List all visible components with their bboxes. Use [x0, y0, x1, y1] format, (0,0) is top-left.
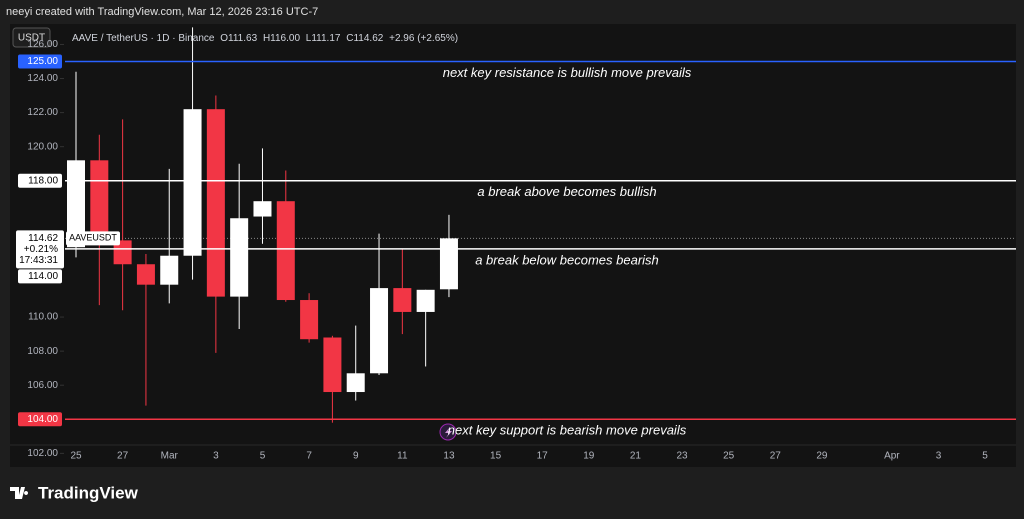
currency-box[interactable]: [12, 27, 51, 48]
level-label: 118.00: [28, 175, 58, 186]
level-annotation: a break below becomes bearish: [475, 252, 659, 267]
x-tick-label: 9: [353, 451, 359, 462]
x-tick-label: 25: [70, 451, 82, 462]
candle-body: [136, 264, 155, 285]
y-tick-label: 124.00: [27, 73, 58, 84]
ticker-tag: [66, 231, 120, 246]
ticker: AAVEUSDT: [69, 233, 117, 243]
brand: TradingView: [38, 483, 139, 502]
candle-body: [160, 255, 179, 285]
x-tick-label: 13: [443, 451, 455, 462]
y-tick-label: 106.00: [27, 380, 58, 391]
legend-open: O111.63: [220, 33, 257, 44]
candle-body: [416, 289, 435, 312]
level-label-box: [18, 54, 62, 69]
last-price-box: [16, 230, 64, 269]
y-tick-label: 110.00: [28, 312, 58, 323]
candle-body: [439, 238, 458, 290]
candle-body: [113, 240, 132, 265]
legend: AAVE / TetherUS · 1D · Binance O111.63 H…: [72, 33, 458, 44]
candle-body: [183, 109, 202, 256]
level-label: 114.00: [28, 271, 58, 282]
legend-low: L111.17: [306, 33, 341, 44]
x-tick-label: Apr: [884, 451, 900, 462]
chart-panel: [10, 24, 1016, 467]
countdown: 17:43:31: [19, 255, 58, 266]
candle-body: [370, 288, 389, 374]
header: neeyi created with TradingView.com, Mar …: [6, 6, 318, 18]
x-tick-label: Mar: [161, 451, 179, 462]
level-label: 125.00: [27, 56, 58, 67]
x-tick-label: 7: [306, 451, 312, 462]
x-tick-label: 17: [537, 451, 549, 462]
x-tick-label: 5: [982, 451, 988, 462]
y-tick-label: 102.00: [27, 448, 58, 459]
event-bolt: [445, 427, 452, 438]
legend-high: H116.00: [263, 33, 301, 44]
candle-body: [300, 300, 319, 340]
x-tick-label: 27: [770, 451, 782, 462]
legend-change: +2.96 (+2.65%): [389, 33, 458, 44]
level-label: 104.00: [27, 414, 58, 425]
level-annotation: next key resistance is bullish move prev…: [443, 65, 692, 80]
y-tick-label: 108.00: [27, 346, 58, 357]
y-tick-label: 122.00: [27, 107, 58, 118]
candle-body: [67, 160, 85, 248]
level-label-box: [18, 173, 62, 188]
candle-body: [276, 201, 295, 301]
last-price-change: +0.21%: [24, 244, 58, 255]
x-tick-label: 5: [260, 451, 266, 462]
level-annotation: a break above becomes bullish: [477, 184, 656, 199]
candle-body: [346, 373, 365, 393]
x-tick-label: 27: [117, 451, 129, 462]
level-annotation: next key support is bearish move prevail…: [448, 423, 687, 438]
level-label-box: [18, 412, 62, 427]
x-tick-label: 21: [630, 451, 642, 462]
y-tick-label: 126.00: [27, 39, 58, 50]
last-price: 114.62: [28, 233, 58, 244]
x-tick-label: 25: [723, 451, 735, 462]
level-label-box: [18, 269, 62, 284]
x-tick-label: 3: [213, 451, 219, 462]
currency[interactable]: USDT: [18, 33, 45, 44]
x-tick-label: 15: [490, 451, 502, 462]
x-tick-label: 19: [583, 451, 595, 462]
candle-body: [323, 337, 342, 393]
legend-symbol: AAVE / TetherUS · 1D · Binance: [72, 33, 215, 44]
x-tick-label: 3: [936, 451, 942, 462]
logo: TradingView: [10, 483, 139, 502]
candle-body: [253, 201, 272, 217]
y-tick-label: 120.00: [27, 141, 58, 152]
x-tick-label: 23: [676, 451, 688, 462]
legend-close: C114.62: [346, 33, 384, 44]
candle-body: [230, 218, 249, 297]
x-tick-label: 11: [397, 451, 408, 462]
x-tick-label: 29: [816, 451, 828, 462]
candle-body: [393, 288, 412, 312]
candle-body: [206, 109, 225, 297]
candle-body: [90, 160, 109, 241]
logo-mark: [10, 487, 29, 499]
